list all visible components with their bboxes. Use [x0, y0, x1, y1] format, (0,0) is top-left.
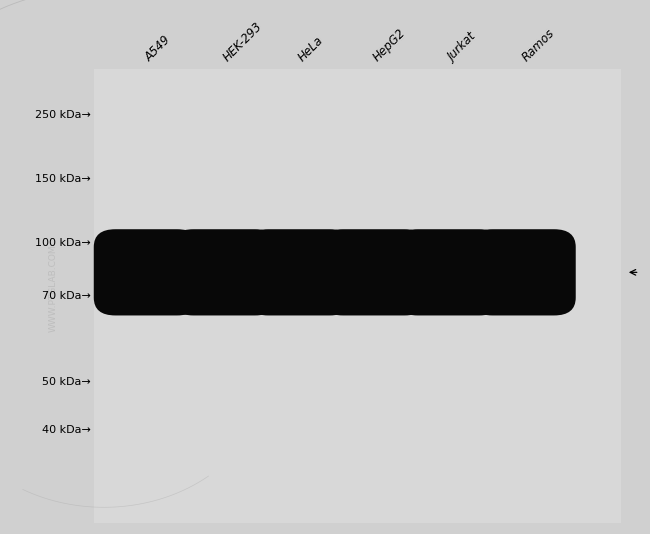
Text: Ramos: Ramos	[520, 26, 558, 64]
Text: A549: A549	[143, 33, 174, 64]
Text: HeLa: HeLa	[296, 34, 326, 64]
Text: 250 kDa→: 250 kDa→	[35, 110, 91, 120]
Text: HepG2: HepG2	[370, 26, 408, 64]
Text: 150 kDa→: 150 kDa→	[35, 174, 91, 184]
Bar	[255, 258, 268, 286]
Bar	[404, 258, 417, 286]
Text: HEK-293: HEK-293	[221, 20, 265, 64]
Bar	[330, 258, 343, 286]
FancyBboxPatch shape	[471, 229, 576, 316]
FancyBboxPatch shape	[94, 229, 199, 316]
Bar	[116, 258, 554, 286]
Bar	[177, 258, 193, 286]
Text: WWW.PTGLAB.COM: WWW.PTGLAB.COM	[49, 245, 58, 332]
Bar	[94, 69, 621, 523]
FancyBboxPatch shape	[172, 229, 277, 316]
FancyBboxPatch shape	[246, 229, 352, 316]
Text: 50 kDa→: 50 kDa→	[42, 377, 91, 387]
Text: Jurkat: Jurkat	[445, 30, 479, 64]
Text: 40 kDa→: 40 kDa→	[42, 425, 91, 435]
Text: 100 kDa→: 100 kDa→	[35, 238, 91, 248]
Bar	[479, 258, 493, 286]
Text: 70 kDa→: 70 kDa→	[42, 292, 91, 301]
FancyBboxPatch shape	[396, 229, 501, 316]
FancyBboxPatch shape	[321, 229, 426, 316]
